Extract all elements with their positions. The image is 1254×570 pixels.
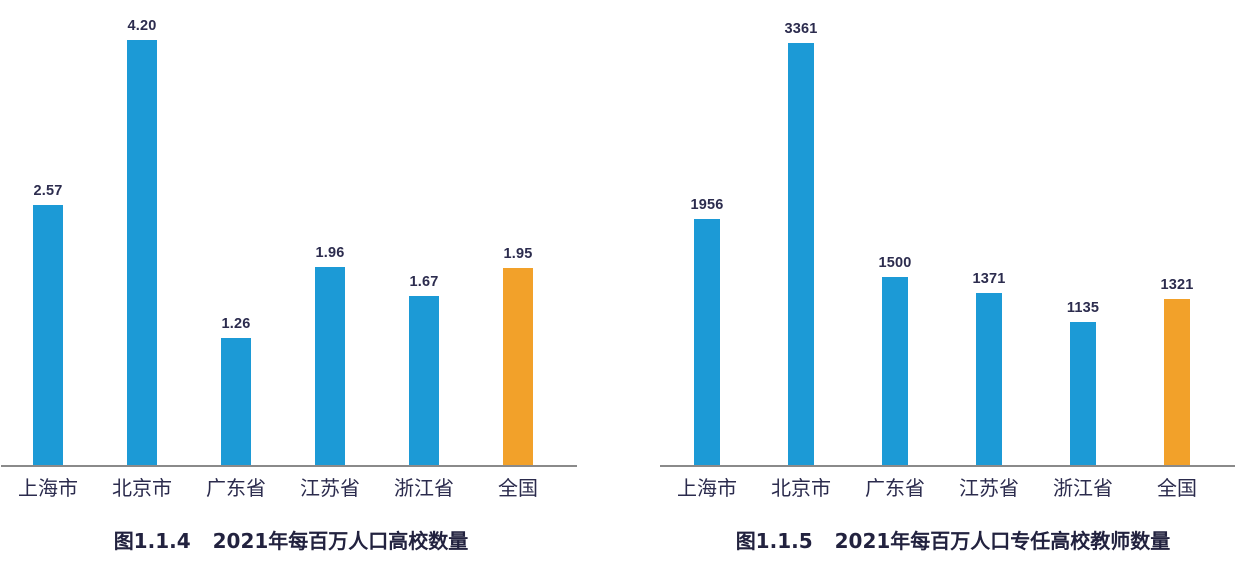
bar-value-label: 2.57	[33, 183, 63, 200]
caption-title-right: 2021年每百万人口专任高校教师数量	[834, 529, 1171, 553]
category-label-上海市: 上海市	[677, 476, 737, 500]
category-axis-labels-left: 上海市 北京市 广东省 江苏省 浙江省 全国	[0, 472, 634, 506]
bar-value-label: 1.67	[409, 274, 439, 291]
category-label-全国: 全国	[1157, 476, 1197, 500]
category-label-广东省: 广东省	[206, 476, 266, 500]
bar-浙江省[interactable]	[409, 296, 439, 465]
bar-全国[interactable]	[503, 267, 533, 465]
bar-value-label: 1.96	[315, 244, 345, 261]
figure-caption-right: 图1.1.5 2021年每百万人口专任高校教师数量	[634, 525, 1254, 554]
category-label-全国: 全国	[498, 476, 538, 500]
bar-slot: 1.26	[189, 0, 283, 465]
category-label-北京市: 北京市	[112, 476, 172, 500]
bar-slot: 2.57	[1, 0, 95, 465]
bar-slot: 1956	[660, 0, 754, 465]
bar-广东省[interactable]	[221, 337, 251, 465]
bar-group-left: 2.57 4.20 1.26 1.96 1.67 1.95	[0, 0, 634, 465]
category-label-上海市: 上海市	[18, 476, 78, 500]
category-label-江苏省: 江苏省	[300, 476, 360, 500]
bar-北京市[interactable]	[788, 42, 814, 465]
bar-slot: 1135	[1036, 0, 1130, 465]
bar-slot: 4.20	[95, 0, 189, 465]
figure-caption-left: 图1.1.4 2021年每百万人口高校数量	[0, 525, 634, 554]
bar-slot: 1321	[1130, 0, 1224, 465]
caption-number-right: 图1.1.5	[735, 529, 813, 553]
category-label-北京市: 北京市	[771, 476, 831, 500]
bar-上海市[interactable]	[33, 205, 63, 465]
category-label-广东省: 广东省	[865, 476, 925, 500]
bar-slot: 1.96	[283, 0, 377, 465]
plot-area-right: 1956 3361 1500 1371 1135 1321	[634, 0, 1254, 467]
bar-value-label: 1135	[1066, 300, 1100, 317]
bar-全国[interactable]	[1164, 298, 1190, 465]
bar-广东省[interactable]	[882, 276, 908, 465]
bar-value-label: 1.95	[503, 245, 533, 262]
bar-slot: 1500	[848, 0, 942, 465]
bar-slot: 1371	[942, 0, 1036, 465]
bar-北京市[interactable]	[127, 40, 157, 465]
bar-江苏省[interactable]	[315, 266, 345, 465]
bar-江苏省[interactable]	[976, 292, 1002, 465]
bar-group-right: 1956 3361 1500 1371 1135 1321	[634, 0, 1254, 465]
plot-area-left: 2.57 4.20 1.26 1.96 1.67 1.95	[0, 0, 634, 467]
category-label-江苏省: 江苏省	[959, 476, 1019, 500]
figure-1-1-5: 1956 3361 1500 1371 1135 1321 上海市 北京市 广东省 江苏省 浙江省…	[634, 0, 1254, 570]
bar-value-label: 1321	[1160, 276, 1194, 293]
bar-value-label: 4.20	[127, 18, 157, 35]
figure-1-1-4: 2.57 4.20 1.26 1.96 1.67 1.95 上海市 北京市 广东省 江苏省 浙江省…	[0, 0, 634, 554]
bar-value-label: 3361	[784, 20, 818, 37]
bar-value-label: 1500	[878, 254, 912, 271]
category-label-浙江省: 浙江省	[1053, 476, 1113, 500]
caption-number-left: 图1.1.4	[113, 529, 191, 553]
x-axis-line-left	[1, 465, 577, 467]
category-axis-labels-right: 上海市 北京市 广东省 江苏省 浙江省 全国	[634, 472, 1254, 506]
x-axis-line-right	[660, 465, 1235, 467]
bar-slot: 1.95	[471, 0, 565, 465]
bar-value-label: 1.26	[221, 315, 251, 332]
bar-value-label: 1371	[972, 270, 1006, 287]
bar-slot: 1.67	[377, 0, 471, 465]
bar-浙江省[interactable]	[1070, 322, 1096, 465]
category-label-浙江省: 浙江省	[394, 476, 454, 500]
bar-上海市[interactable]	[694, 219, 720, 465]
bar-slot: 3361	[754, 0, 848, 465]
bar-value-label: 1956	[690, 197, 724, 214]
caption-title-left: 2021年每百万人口高校数量	[212, 529, 469, 553]
